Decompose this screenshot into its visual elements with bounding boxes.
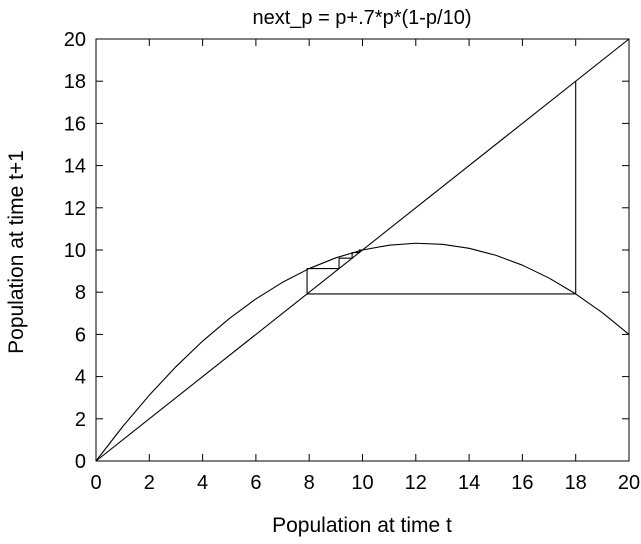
x-tick-label: 20 <box>618 472 640 494</box>
chart-title: next_p = p+.7*p*(1-p/10) <box>252 7 471 29</box>
y-tick-label: 16 <box>64 113 86 135</box>
y-tick-label: 12 <box>64 198 86 220</box>
x-tick-label: 2 <box>144 472 155 494</box>
x-tick-label: 0 <box>90 472 101 494</box>
x-axis-title: Population at time t <box>272 514 452 537</box>
y-axis-title: Population at time t+1 <box>5 150 28 354</box>
series-parabola <box>95 242 630 462</box>
x-tick-label: 10 <box>351 472 373 494</box>
x-tick-label: 18 <box>565 472 587 494</box>
x-tick-label: 12 <box>405 472 427 494</box>
plot-area: 0 2 4 6 8 10 12 14 16 18 20 0 2 4 6 8 10 12 14 16 18 20 <box>64 29 640 494</box>
y-tick-label: 18 <box>64 71 86 93</box>
series-cobweb <box>306 81 577 295</box>
y-tick-label: 2 <box>75 409 86 431</box>
x-tick-label: 16 <box>511 472 533 494</box>
x-tick-label: 4 <box>197 472 208 494</box>
y-tick-label: 0 <box>75 451 86 473</box>
y-tick-label: 8 <box>75 282 86 304</box>
y-tick-label: 20 <box>64 29 86 51</box>
y-tick-label: 14 <box>64 156 86 178</box>
x-tick-label: 6 <box>250 472 261 494</box>
y-tick-label: 4 <box>75 367 86 389</box>
y-tick-label: 10 <box>64 240 86 262</box>
x-tick-label: 8 <box>304 472 315 494</box>
x-tick-label: 14 <box>458 472 480 494</box>
y-tick-label: 6 <box>75 324 86 346</box>
